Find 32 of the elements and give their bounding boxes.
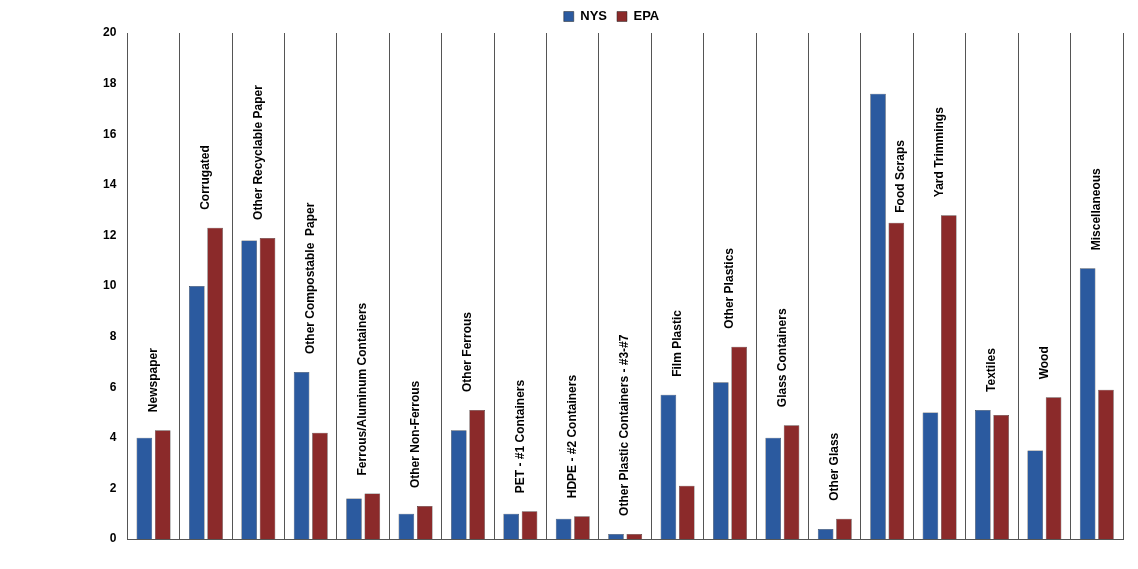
x-tick-label: Newspaper (145, 347, 160, 413)
x-tick-label: HDPE - #2 Containers (565, 374, 580, 499)
y-tick-label: 14 (102, 177, 117, 192)
legend-label: EPA (633, 8, 660, 24)
x-tick-label: Film Plastic (669, 309, 684, 377)
x-tick-label: Other Glass (827, 432, 842, 501)
y-tick-label: 12 (102, 227, 117, 242)
x-tick-label: Miscellaneous (1089, 167, 1104, 251)
y-tick-label: 16 (102, 126, 117, 141)
y-tick-label: 18 (102, 75, 117, 90)
x-tick-label: Corrugated (198, 145, 213, 210)
x-tick-label: Other Plastics (722, 247, 737, 329)
legend-label: NYS (580, 8, 608, 24)
x-tick-label: Food Scraps (892, 139, 907, 213)
x-tick-label: Yard Trimmings (931, 106, 946, 198)
x-tick-label: Ferrous/Aluminum Containers (355, 302, 370, 476)
x-tick-label: Glass Containers (774, 308, 789, 408)
x-tick-label: Wood (1036, 346, 1051, 380)
x-tick-label: Other Recyclable Paper (250, 84, 265, 220)
x-tick-label: Other Compostable Paper (303, 202, 318, 355)
y-tick-label: 0 (109, 531, 117, 546)
x-tick-label: PET - #1 Containers (512, 379, 527, 494)
y-tick-label: 6 (109, 379, 117, 394)
y-tick-label: 2 (109, 480, 117, 495)
y-tick-label: 10 (102, 278, 117, 293)
x-tick-label: Textiles (984, 347, 999, 392)
x-tick-label: Other Plastic Containers - #3-#7 (617, 334, 632, 516)
y-tick-label: 20 (102, 25, 117, 40)
y-tick-label: 4 (109, 430, 117, 445)
y-tick-label: 8 (109, 328, 117, 343)
x-tick-label: Other Non-Ferrous (407, 380, 422, 489)
x-tick-label: Other Ferrous (460, 311, 475, 392)
